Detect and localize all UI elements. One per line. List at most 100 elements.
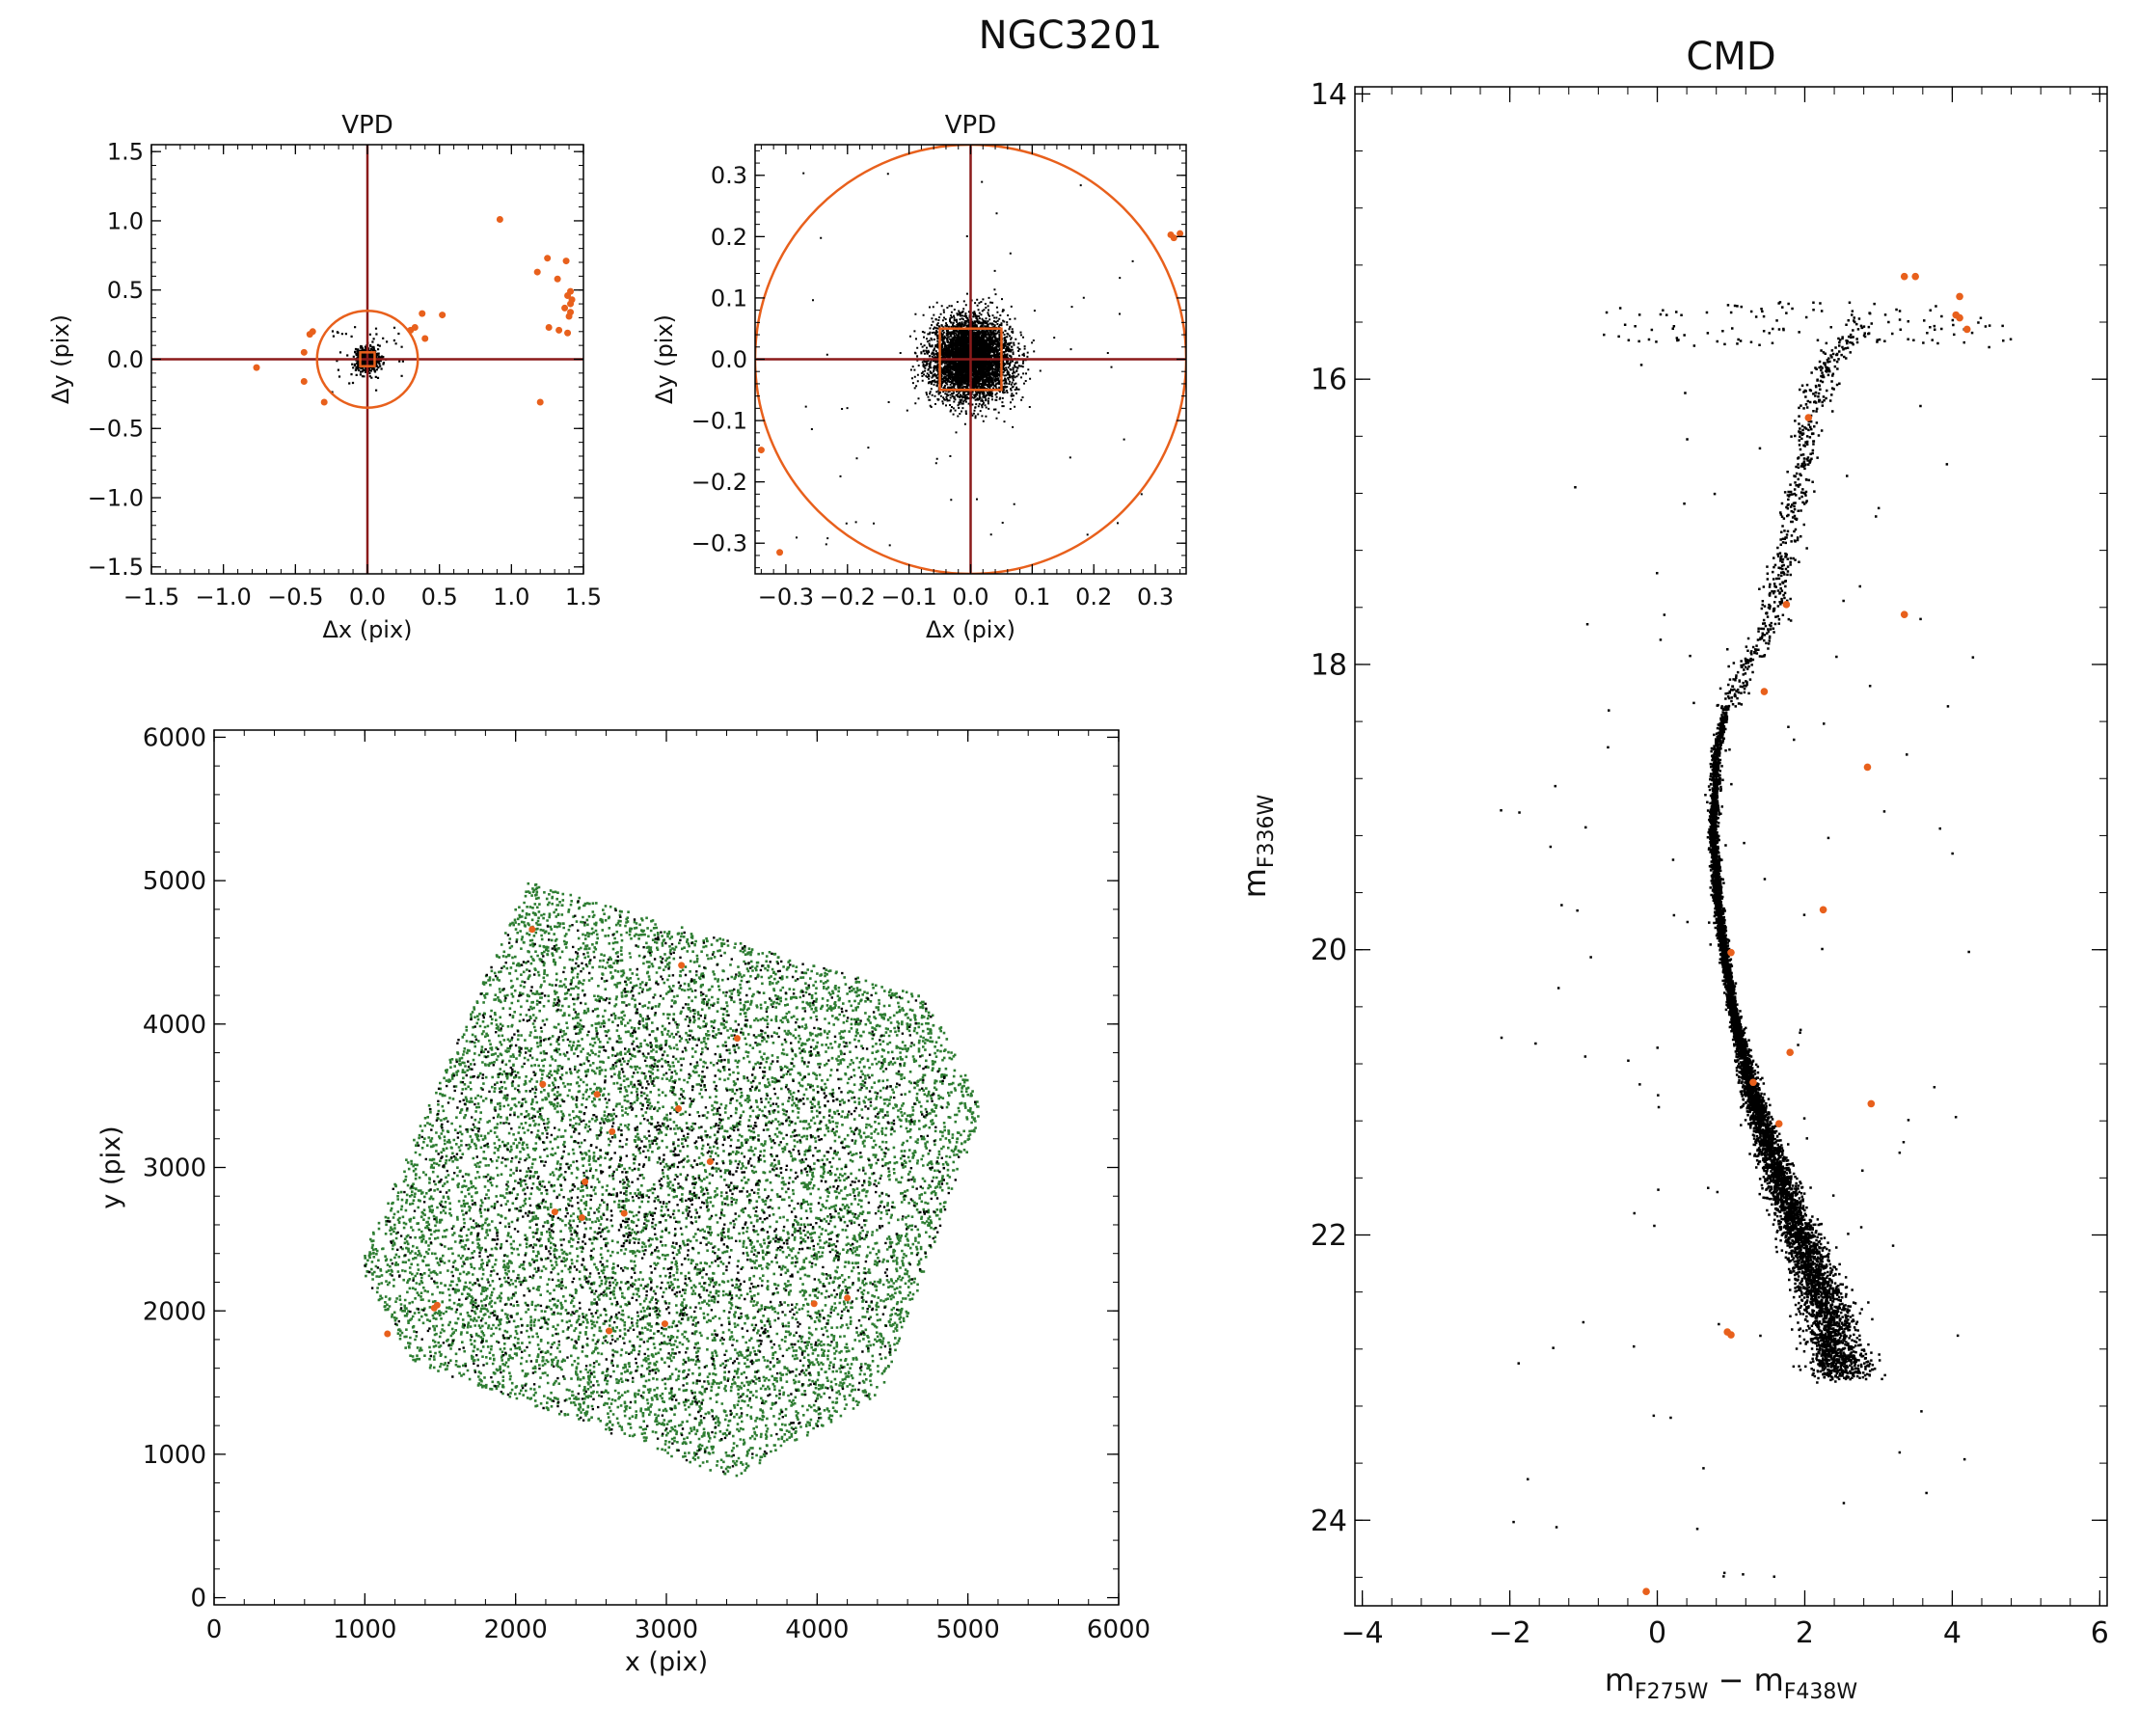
orange-star xyxy=(1760,688,1769,695)
x-axis-label: Δx (pix) xyxy=(322,616,412,643)
orange-star xyxy=(539,1080,547,1088)
orange-star xyxy=(1804,414,1813,421)
vpd-wide-panel: −1.5 −1.0 −0.5 0.0 0.5 1.0 1.5 −1.5 −1.0 −0.5 0.0 0… xyxy=(47,111,602,643)
orange-star xyxy=(1900,610,1908,618)
y-tick-label: 4000 xyxy=(143,1011,206,1040)
outlier-star xyxy=(536,398,544,406)
outlier-star xyxy=(1170,234,1177,242)
orange-star xyxy=(1727,948,1735,957)
x-axis-label: Δx (pix) xyxy=(926,616,1015,643)
y-tick-label: 22 xyxy=(1311,1219,1347,1253)
y-tick-label: 14 xyxy=(1311,78,1347,112)
x-tick-label: 3000 xyxy=(635,1615,698,1644)
orange-star xyxy=(578,1214,585,1222)
y-axis-label: mF336W xyxy=(1236,794,1279,898)
outlier-star xyxy=(561,304,569,312)
y-tick-label: 3000 xyxy=(143,1154,206,1183)
x-tick-label: −0.3 xyxy=(758,583,814,610)
outlier-star xyxy=(306,331,313,339)
orange-star xyxy=(1956,292,1963,301)
x-tick-label: −0.1 xyxy=(881,583,937,610)
x-tick-label: −1.0 xyxy=(196,583,252,610)
x-tick-label: 0.0 xyxy=(952,583,988,610)
y-tick-label: −0.5 xyxy=(88,416,144,443)
plot-frame xyxy=(1354,86,2108,1607)
orange-star xyxy=(1867,1099,1876,1108)
y-tick-label: 0.1 xyxy=(711,285,747,312)
y-tick-label: 0 xyxy=(190,1585,206,1614)
orange-star xyxy=(733,1035,741,1043)
orange-star xyxy=(606,1327,613,1335)
y-axis-label: Δy (pix) xyxy=(651,314,678,404)
orange-star xyxy=(1786,1048,1794,1056)
y-tick-label: −1.0 xyxy=(88,484,144,511)
orange-star xyxy=(1642,1587,1650,1596)
outlier-star xyxy=(407,326,415,334)
orange-star xyxy=(1900,272,1908,281)
orange-star xyxy=(661,1320,668,1328)
x-tick-label: 0 xyxy=(206,1615,223,1644)
orange-star xyxy=(1749,1078,1757,1087)
x-tick-label: 0.2 xyxy=(1075,583,1112,610)
y-axis-label: Δy (pix) xyxy=(47,314,74,404)
x-tick-label: 4000 xyxy=(785,1615,849,1644)
orange-star xyxy=(675,1105,683,1113)
orange-star xyxy=(551,1208,558,1216)
orange-star xyxy=(528,926,536,934)
outlier-star xyxy=(565,312,573,320)
y-tick-label: 18 xyxy=(1311,648,1347,682)
y-tick-label: −1.5 xyxy=(88,554,144,581)
y-tick-label: −0.1 xyxy=(691,407,747,434)
outlier-star xyxy=(544,255,552,262)
y-tick-label: 24 xyxy=(1311,1505,1347,1538)
panel-title: VPD xyxy=(945,111,997,140)
outlier-star xyxy=(545,323,553,331)
orange-star xyxy=(1774,1120,1783,1127)
y-tick-label: 20 xyxy=(1311,934,1347,967)
spatial-map-panel: 0 1000 2000 3000 4000 5000 6000 0 1000 2000 3000 40… xyxy=(96,724,1150,1677)
orange-star xyxy=(1911,272,1919,281)
orange-star xyxy=(1962,325,1971,334)
y-tick-label: 6000 xyxy=(143,724,206,753)
orange-star xyxy=(844,1294,852,1302)
orange-star xyxy=(384,1330,392,1338)
outlier-star xyxy=(564,329,572,337)
selection-box xyxy=(359,351,376,367)
y-tick-label: 2000 xyxy=(143,1297,206,1326)
y-axis-label: y (pix) xyxy=(96,1126,126,1208)
outlier-star xyxy=(567,300,575,308)
y-tick-label: 0.0 xyxy=(711,346,747,373)
plot-area xyxy=(755,145,1186,574)
x-tick-label: 5000 xyxy=(936,1615,1000,1644)
x-tick-label: 0 xyxy=(1648,1616,1666,1650)
orange-star xyxy=(810,1300,818,1308)
orange-star xyxy=(609,1127,616,1135)
orange-star xyxy=(1727,1331,1735,1339)
x-tick-label: 1000 xyxy=(333,1615,396,1644)
figure-title: NGC3201 xyxy=(978,14,1163,58)
outlier-star xyxy=(533,268,541,276)
x-axis-label: mF275W − mF438W xyxy=(1605,1662,1858,1704)
outlier-star xyxy=(1177,230,1184,237)
x-tick-label: 1.0 xyxy=(493,583,529,610)
orange-star xyxy=(620,1209,628,1217)
cluster-stars xyxy=(1500,301,2013,1579)
outlier-star xyxy=(564,291,572,299)
y-tick-label: 0.5 xyxy=(107,277,144,304)
plot-area xyxy=(151,145,583,574)
orange-star xyxy=(582,1178,589,1185)
x-tick-label: −4 xyxy=(1341,1616,1384,1650)
x-tick-label: 2000 xyxy=(484,1615,548,1644)
x-tick-label: −2 xyxy=(1488,1616,1530,1650)
y-tick-label: 16 xyxy=(1311,364,1347,397)
outlier-star xyxy=(757,447,765,454)
outlier-star xyxy=(320,398,328,406)
outlier-star xyxy=(421,335,429,342)
y-tick-label: 1.0 xyxy=(107,207,144,234)
x-tick-label: −0.2 xyxy=(820,583,876,610)
orange-star xyxy=(433,1301,441,1309)
outlier-star xyxy=(253,364,260,371)
outlier-star xyxy=(555,326,563,334)
